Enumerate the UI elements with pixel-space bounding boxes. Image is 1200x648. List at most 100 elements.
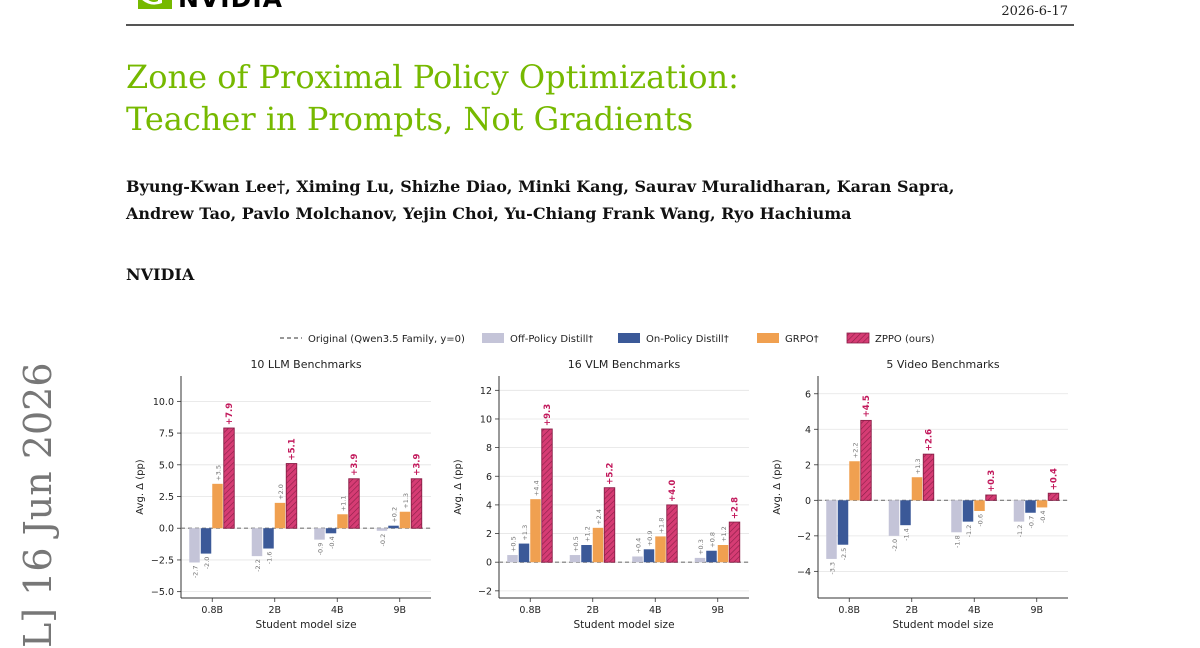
legend-off_policy-label: Off-Policy Distill† — [510, 334, 593, 345]
x-tick-label: 4B — [649, 605, 662, 616]
x-tick-label: 9B — [711, 605, 724, 616]
data-label: +0.5 — [510, 536, 518, 552]
data-label: -2.0 — [203, 557, 211, 570]
y-tick-label: 10.0 — [153, 397, 174, 408]
bar-grpo — [655, 536, 666, 563]
bar-zppo — [541, 428, 553, 563]
bar-grpo — [530, 499, 541, 563]
bar-on_policy — [1025, 500, 1036, 513]
bar-on_policy — [962, 500, 974, 522]
data-label: +4.0 — [668, 480, 678, 502]
data-label: +3.9 — [413, 453, 423, 475]
data-label: +1.1 — [340, 495, 348, 511]
data-label: -0.9 — [317, 543, 325, 556]
y-tick-label: 0.0 — [159, 524, 174, 535]
x-tick-label: 0.8B — [838, 605, 860, 616]
bar-zppo — [348, 478, 360, 529]
x-tick-label: 2B — [268, 605, 281, 616]
header-rule — [126, 24, 1074, 26]
bar-zppo — [410, 478, 423, 529]
bar-zppo — [285, 463, 298, 529]
bar-on_policy — [837, 500, 849, 545]
nvidia-logo: NVIDIA — [138, 0, 283, 13]
legend-grpo-label: GRPO† — [785, 334, 819, 345]
authors-line-1: Byung-Kwan Lee†, Ximing Lu, Shizhe Diao,… — [126, 177, 955, 196]
bar-grpo — [274, 502, 286, 529]
authors-line-2: Andrew Tao, Pavlo Molchanov, Yejin Choi,… — [126, 204, 852, 223]
paper-title: Zone of Proximal Policy Optimization: Te… — [126, 56, 739, 140]
y-tick-label: 10 — [480, 414, 492, 425]
data-label: +1.8 — [658, 518, 666, 534]
data-label: -2.7 — [192, 565, 200, 578]
x-axis-label: Student model size — [573, 619, 674, 631]
y-tick-label: −5.0 — [151, 587, 174, 598]
data-label: -0.4 — [1039, 510, 1047, 523]
bar-grpo — [212, 483, 223, 529]
y-tick-label: −4 — [797, 567, 811, 578]
legend-on_policy-label: On-Policy Distill† — [646, 334, 729, 345]
data-label: +2.8 — [731, 497, 741, 519]
x-tick-label: 9B — [393, 605, 406, 616]
legend-on_policy-swatch — [618, 333, 640, 343]
bar-zppo — [922, 453, 935, 501]
data-label: +4.4 — [533, 480, 541, 496]
y-tick-label: 7.5 — [159, 429, 174, 440]
bar-off_policy — [826, 500, 837, 559]
legend-off_policy-swatch — [482, 333, 504, 343]
chart-title: 16 VLM Benchmarks — [568, 358, 681, 371]
figure-legend: Original (Qwen3.5 Family, y=0) Off-Policy… — [280, 332, 935, 345]
data-label: -1.2 — [965, 525, 973, 538]
x-tick-label: 4B — [968, 605, 981, 616]
y-tick-label: 6 — [805, 389, 811, 400]
bar-off_policy — [888, 500, 900, 536]
bar-grpo — [1036, 500, 1048, 508]
data-label: +0.4 — [635, 538, 643, 554]
y-tick-label: 12 — [480, 386, 492, 397]
data-label: +0.4 — [1050, 468, 1060, 490]
paper-date: 2026-6-17 — [1001, 4, 1068, 19]
y-tick-label: 6 — [486, 472, 492, 483]
data-label: +3.5 — [215, 465, 223, 481]
data-label: -1.2 — [1016, 525, 1024, 538]
legend-grpo-swatch — [757, 333, 779, 343]
bar-zppo — [1047, 492, 1060, 501]
chart-panel-2: −2 0 2 4 6 8 10 12 16 VLM Benchmarks Student mode… — [453, 358, 749, 631]
data-label: +7.9 — [225, 403, 235, 425]
bar-grpo — [849, 461, 860, 501]
data-label: +1.3 — [914, 458, 922, 474]
y-axis-label: Avg. Δ (pp) — [135, 459, 146, 514]
bar-grpo — [399, 511, 411, 529]
bar-on_policy — [581, 545, 592, 563]
y-tick-label: 2 — [486, 529, 492, 540]
bar-zppo — [603, 487, 616, 563]
x-tick-label: 2B — [905, 605, 918, 616]
data-label: -1.4 — [903, 528, 911, 541]
data-label: -3.3 — [829, 562, 837, 575]
x-tick-label: 0.8B — [519, 605, 541, 616]
data-label: -0.7 — [1028, 516, 1036, 529]
y-tick-label: 4 — [805, 425, 811, 436]
y-axis-label: Avg. Δ (pp) — [772, 459, 783, 514]
chart-title: 5 Video Benchmarks — [886, 358, 999, 371]
title-line-1: Zone of Proximal Policy Optimization: — [126, 58, 739, 96]
legend-original-label: Original (Qwen3.5 Family, y=0) — [308, 334, 465, 345]
bar-on_policy — [518, 543, 530, 563]
bar-off_policy — [632, 556, 643, 563]
data-label: +0.3 — [987, 470, 997, 492]
data-label: -1.8 — [954, 535, 962, 548]
data-label: -0.4 — [328, 536, 336, 549]
legend-zppo-label: ZPPO (ours) — [875, 334, 935, 345]
bar-on_policy — [263, 528, 274, 549]
bar-on_policy — [325, 528, 337, 534]
data-label: +2.0 — [277, 484, 285, 500]
x-tick-label: 9B — [1030, 605, 1043, 616]
x-tick-label: 2B — [586, 605, 599, 616]
data-label: -0.2 — [379, 534, 387, 547]
legend-zppo-swatch — [846, 332, 870, 344]
data-label: -2.5 — [840, 548, 848, 561]
data-label: +2.4 — [595, 509, 603, 525]
data-label: +1.3 — [402, 493, 410, 509]
data-label: +2.2 — [852, 442, 860, 458]
y-tick-label: −2.5 — [151, 555, 174, 566]
chart-panel-3: −4 −2 0 2 4 6 5 Video Benchmarks Student model … — [772, 358, 1068, 631]
